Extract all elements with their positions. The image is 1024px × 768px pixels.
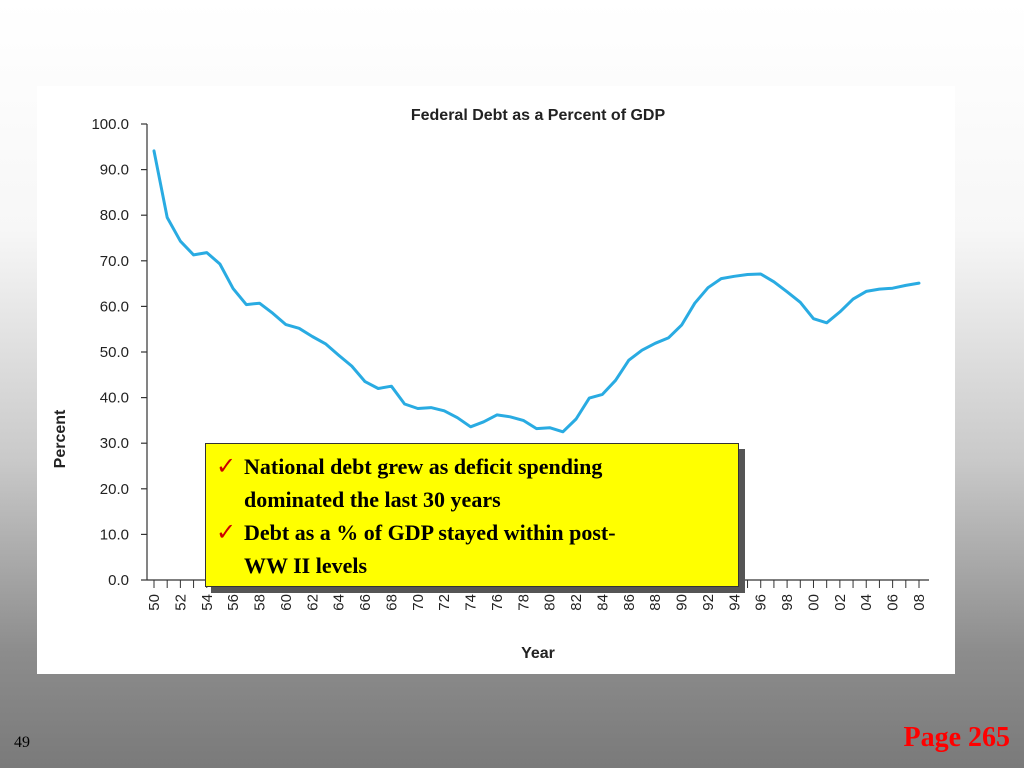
x-ticks: 50 52 54 56 58 60 62 64 66 68 70 72 74 76 78 80 82 84 86 88… bbox=[146, 580, 928, 611]
callout-item-2-line1: Debt as a % of GDP stayed within post- bbox=[244, 520, 616, 545]
x-tick-label: 90 bbox=[674, 594, 691, 611]
debt-line-chart: Federal Debt as a Percent of GDP Percent… bbox=[52, 107, 929, 662]
y-tick-label: 60.0 bbox=[100, 298, 129, 315]
x-tick-label: 86 bbox=[621, 594, 638, 611]
y-ticks: 0.0 10.0 20.0 30.0 40.0 50.0 60.0 70.0 80.0 90.0 1… bbox=[91, 116, 147, 589]
slide-number: 49 bbox=[14, 734, 30, 751]
callout-item-1-line1: National debt grew as deficit spending bbox=[244, 454, 603, 479]
y-tick-label: 50.0 bbox=[100, 344, 129, 361]
callout-item-1: ✓ National debt grew as deficit spending… bbox=[216, 450, 730, 516]
x-tick-label: 98 bbox=[779, 594, 796, 611]
x-tick-label: 64 bbox=[331, 594, 348, 611]
x-tick-label: 60 bbox=[278, 594, 295, 611]
y-tick-label: 100.0 bbox=[91, 116, 129, 133]
callout-item-2-line2: WW II levels bbox=[244, 553, 368, 578]
series-line-debt bbox=[152, 149, 921, 434]
y-tick-label: 80.0 bbox=[100, 207, 129, 224]
x-tick-label: 68 bbox=[383, 594, 400, 611]
page-reference: Page 265 bbox=[903, 722, 1010, 753]
x-tick-label: 72 bbox=[436, 594, 453, 611]
x-tick-label: 74 bbox=[463, 594, 480, 611]
y-tick-label: 0.0 bbox=[108, 572, 129, 589]
x-tick-label: 58 bbox=[252, 594, 269, 611]
x-tick-label: 82 bbox=[568, 594, 585, 611]
x-tick-label: 96 bbox=[753, 594, 770, 611]
x-tick-label: 52 bbox=[172, 594, 189, 611]
x-axis-title: Year bbox=[521, 645, 555, 662]
chart-title: Federal Debt as a Percent of GDP bbox=[411, 107, 666, 124]
x-tick-label: 56 bbox=[225, 594, 242, 611]
x-tick-label: 88 bbox=[647, 594, 664, 611]
x-tick-label: 92 bbox=[700, 594, 717, 611]
checkmark-icon: ✓ bbox=[216, 452, 237, 480]
x-tick-label: 02 bbox=[832, 594, 849, 611]
x-tick-label: 62 bbox=[304, 594, 321, 611]
callout-item-1-line2: dominated the last 30 years bbox=[244, 487, 501, 512]
x-tick-label: 78 bbox=[515, 594, 532, 611]
x-tick-label: 04 bbox=[858, 594, 875, 611]
callout-item-2: ✓ Debt as a % of GDP stayed within post-… bbox=[216, 516, 730, 582]
x-tick-label: 00 bbox=[805, 594, 822, 611]
x-tick-label: 84 bbox=[594, 594, 611, 611]
x-tick-label: 50 bbox=[146, 594, 163, 611]
x-tick-label: 70 bbox=[410, 594, 427, 611]
x-tick-label: 76 bbox=[489, 594, 506, 611]
y-tick-label: 10.0 bbox=[100, 526, 129, 543]
x-tick-label: 80 bbox=[542, 594, 559, 611]
y-axis-title: Percent bbox=[52, 409, 69, 468]
checkmark-icon: ✓ bbox=[216, 518, 237, 546]
x-tick-label: 66 bbox=[357, 594, 374, 611]
y-tick-label: 70.0 bbox=[100, 253, 129, 270]
x-tick-label: 54 bbox=[199, 594, 216, 611]
y-tick-label: 20.0 bbox=[100, 481, 129, 498]
y-tick-label: 90.0 bbox=[100, 162, 129, 179]
x-tick-label: 06 bbox=[885, 594, 902, 611]
callout-box: ✓ National debt grew as deficit spending… bbox=[205, 443, 739, 587]
x-tick-label: 94 bbox=[726, 594, 743, 611]
x-tick-label: 08 bbox=[911, 594, 928, 611]
y-tick-label: 40.0 bbox=[100, 390, 129, 407]
y-tick-label: 30.0 bbox=[100, 435, 129, 452]
